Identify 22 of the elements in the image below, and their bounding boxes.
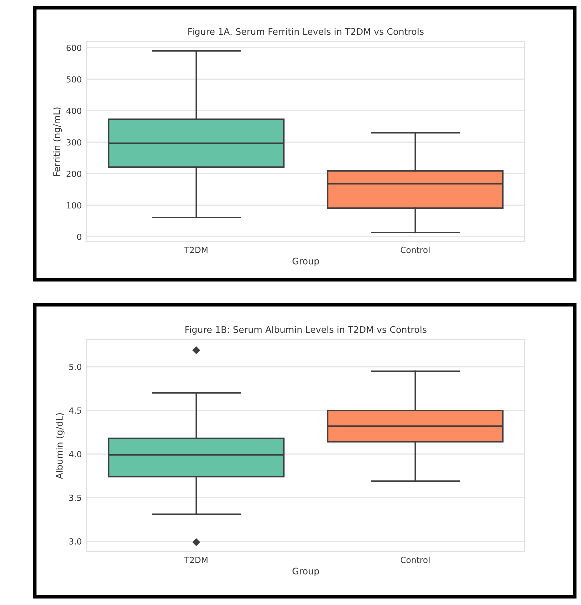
x-axis-title: Group xyxy=(292,258,320,266)
x-tick-label: Control xyxy=(400,556,430,564)
x-tick-label: Control xyxy=(400,246,430,254)
y-tick-label: 5.0 xyxy=(70,364,82,370)
y-tick-label: 100 xyxy=(67,202,82,209)
x-axis-title: Group xyxy=(292,568,320,576)
y-tick-label: 3.0 xyxy=(70,538,82,545)
y-axis-title: Ferritin (ng/mL) xyxy=(53,108,62,176)
y-tick-label: 200 xyxy=(66,170,82,178)
y-axis-title: Albumin (g/dL) xyxy=(56,413,65,480)
y-tick-label: 4.0 xyxy=(69,451,82,458)
y-tick-label: 3.5 xyxy=(70,494,82,502)
x-tick-label: T2DM xyxy=(184,557,208,564)
y-tick-label: 400 xyxy=(66,108,82,114)
y-tick-label: 0 xyxy=(77,234,82,240)
y-tick-label: 300 xyxy=(66,139,82,146)
x-tick-label: T2DM xyxy=(184,247,208,254)
y-tick-label: 4.5 xyxy=(69,408,82,414)
y-tick-label: 600 xyxy=(66,44,82,52)
chart-title: Figure 1A. Serum Ferritin Levels in T2DM vs Controls xyxy=(188,28,424,37)
chart-title: Figure 1B: Serum Albumin Levels in T2DM vs Controls xyxy=(186,326,427,335)
y-tick-label: 500 xyxy=(66,76,82,83)
